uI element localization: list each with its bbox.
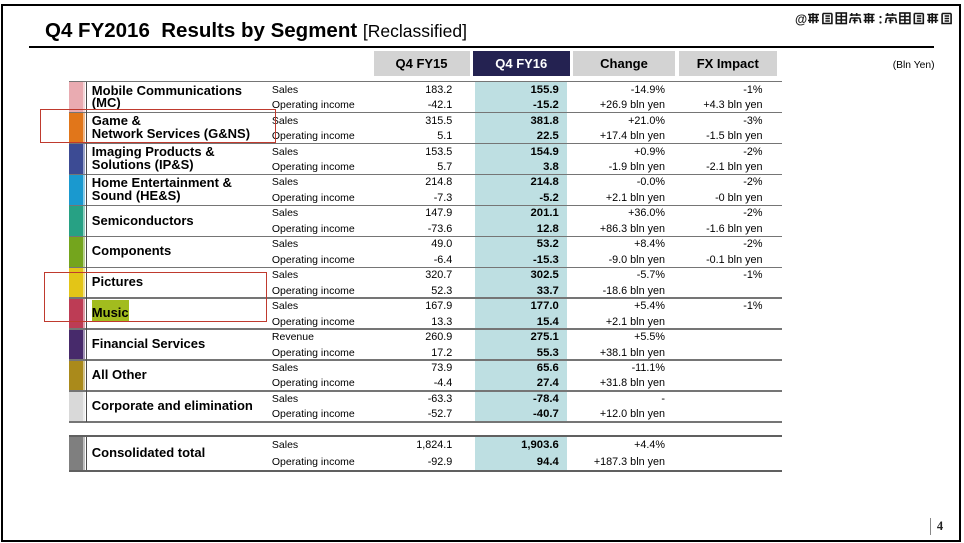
svg-text:@: @	[795, 12, 807, 26]
